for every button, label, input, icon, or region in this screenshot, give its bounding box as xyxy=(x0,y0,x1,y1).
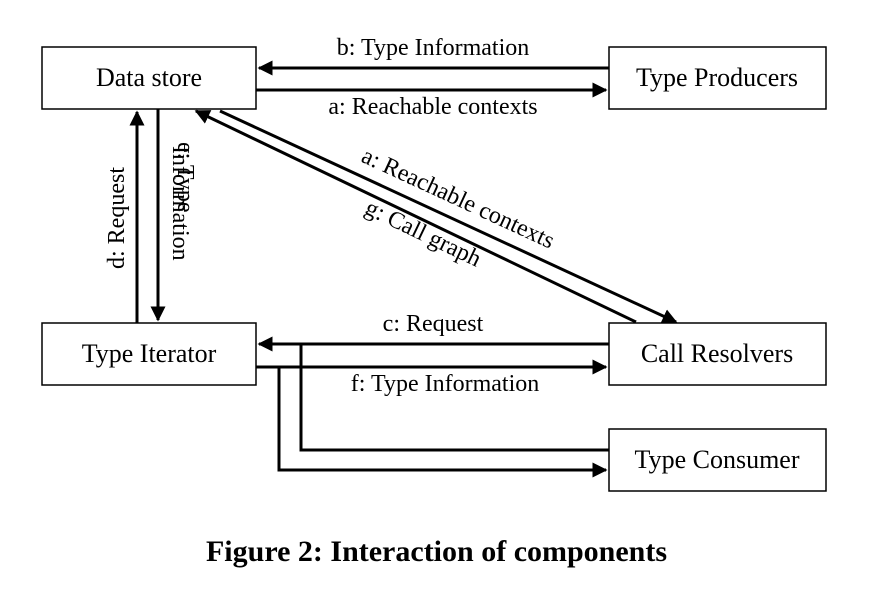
data-store-label: Data store xyxy=(96,63,202,92)
node-type-iterator: Type Iterator xyxy=(41,322,257,386)
type-consumer-label: Type Consumer xyxy=(635,445,800,474)
edge-label-c: c: Request xyxy=(383,311,484,337)
type-producers-label: Type Producers xyxy=(636,63,798,92)
edge-label-d: d: Request xyxy=(104,167,130,269)
node-type-producers: Type Producers xyxy=(608,46,827,110)
node-data-store: Data store xyxy=(41,46,257,110)
edge-label-e-line2: Information xyxy=(167,146,193,261)
edge-c-request-from-consumer xyxy=(299,344,609,452)
edge-label-e-line1: e: Type xyxy=(172,142,198,213)
edge-g-call-graph xyxy=(194,109,637,324)
edge-label-a-top: a: Reachable contexts xyxy=(328,94,537,120)
node-call-resolvers: Call Resolvers xyxy=(608,322,827,386)
type-iterator-label: Type Iterator xyxy=(82,339,217,368)
call-resolvers-label: Call Resolvers xyxy=(641,339,793,368)
edge-a-reachable-contexts-diag xyxy=(219,109,678,324)
figure-caption: Figure 2: Interaction of components xyxy=(205,535,668,568)
edge-f-type-information-to-consumer xyxy=(277,367,608,478)
node-type-consumer: Type Consumer xyxy=(608,428,827,492)
edge-label-f: f: Type Information xyxy=(351,371,540,397)
edge-label-b: b: Type Information xyxy=(337,35,530,61)
